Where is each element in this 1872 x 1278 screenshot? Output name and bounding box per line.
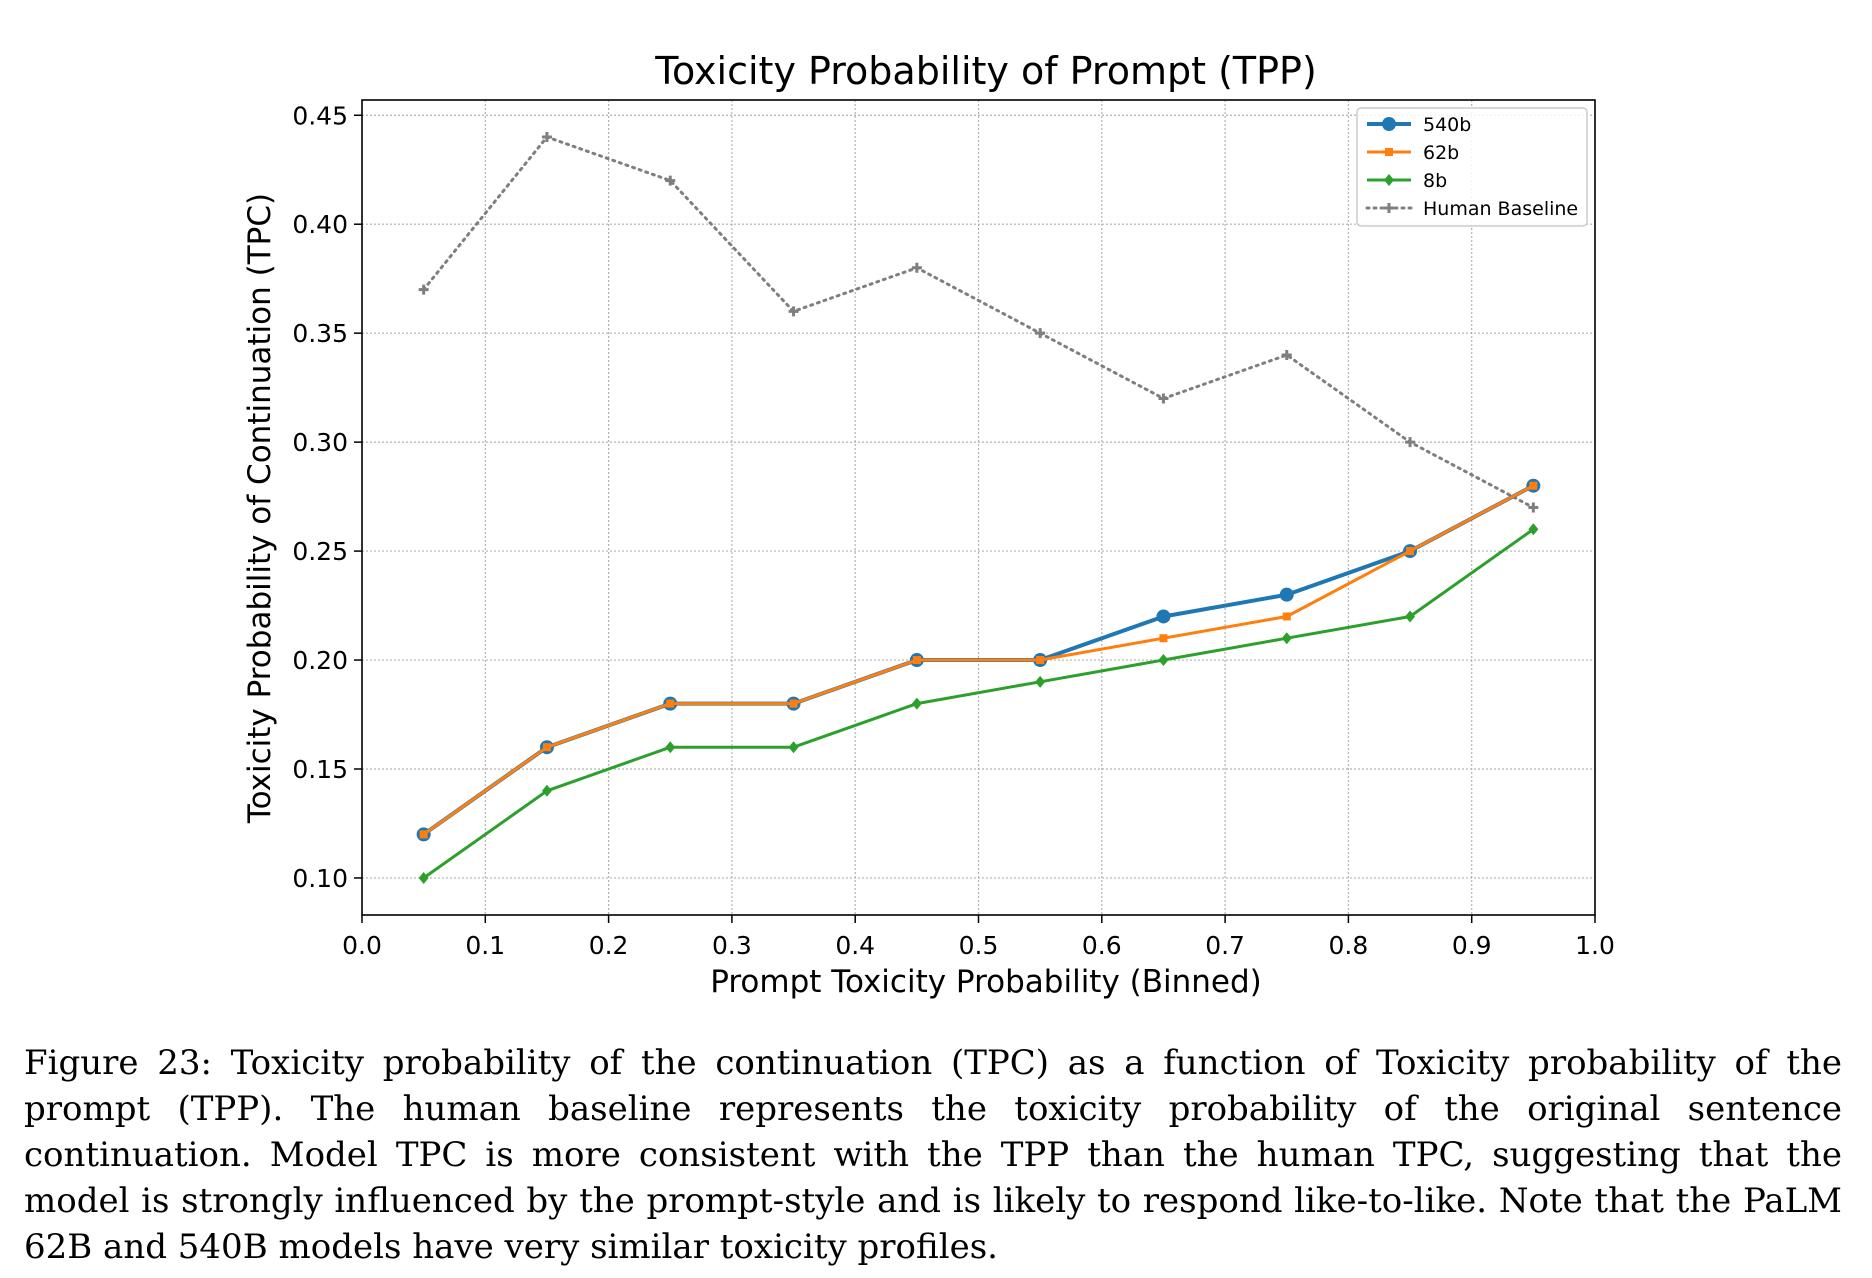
y-tick-label: 0.35	[292, 319, 348, 348]
legend-label-540b: 540b	[1423, 114, 1471, 136]
legend-label-8b: 8b	[1423, 170, 1447, 192]
data-point-540b	[1279, 587, 1294, 602]
data-point-8b	[1405, 610, 1416, 623]
x-axis-label: Prompt Toxicity Probability (Binned)	[710, 964, 1262, 1000]
data-point-human-baseline	[665, 175, 676, 186]
toxicity-chart: Toxicity Probability of Prompt (TPP) 0.0…	[242, 49, 1615, 1000]
series-line-human-baseline	[422, 135, 1535, 509]
data-point-human-baseline	[1405, 437, 1416, 448]
data-point-62b	[1159, 634, 1168, 643]
data-point-8b	[911, 697, 922, 710]
y-tick-label: 0.20	[292, 646, 348, 675]
x-axis-ticks: 0.0 0.1 0.2 0.3 0.4 0.5 0.6 0.7 0.8 0.9 1.0	[342, 915, 1615, 960]
x-tick-label: 0.0	[342, 931, 382, 960]
data-point-human-baseline	[1158, 393, 1169, 404]
data-point-human-baseline	[1281, 349, 1292, 360]
y-axis-ticks: 0.10 0.15 0.20 0.25 0.30 0.35 0.40 0.45	[292, 101, 362, 893]
x-tick-label: 0.6	[1082, 931, 1122, 960]
data-point-62b	[912, 656, 921, 665]
y-tick-label: 0.40	[292, 210, 348, 239]
data-point-human-baseline	[418, 284, 429, 295]
data-point-human-baseline	[1035, 328, 1046, 339]
y-tick-label: 0.30	[292, 428, 348, 457]
data-point-62b	[1036, 656, 1045, 665]
data-point-62b	[1529, 481, 1538, 490]
legend-label-62b: 62b	[1423, 142, 1459, 164]
data-point-62b	[419, 830, 428, 839]
grid-lines	[361, 100, 1596, 915]
data-point-62b	[542, 743, 551, 752]
series-8b	[418, 523, 1539, 884]
series-line-62b	[422, 484, 1535, 836]
data-point-62b	[1282, 612, 1291, 621]
x-tick-label: 0.2	[589, 931, 629, 960]
series-human-baseline	[418, 132, 1539, 513]
data-point-8b	[541, 784, 552, 797]
legend-box	[1356, 107, 1588, 227]
legend-marker-human-baseline	[1384, 203, 1394, 213]
legend-marker-540b	[1382, 117, 1396, 131]
x-tick-label: 0.9	[1452, 931, 1492, 960]
data-point-human-baseline	[1528, 502, 1539, 513]
x-tick-label: 0.8	[1329, 931, 1369, 960]
figure-caption: Figure 23: Toxicity probability of the c…	[24, 1043, 1842, 1267]
y-tick-label: 0.15	[292, 755, 348, 784]
legend-marker-8b	[1384, 174, 1394, 186]
data-point-8b	[1528, 523, 1539, 536]
data-point-human-baseline	[541, 132, 552, 143]
x-tick-label: 0.1	[465, 931, 505, 960]
data-point-8b	[418, 871, 429, 884]
data-point-8b	[1281, 632, 1292, 645]
data-point-62b	[666, 699, 675, 708]
legend-marker-62b	[1385, 148, 1393, 156]
x-tick-label: 0.3	[712, 931, 752, 960]
data-point-540b	[1156, 609, 1171, 624]
data-point-8b	[1158, 654, 1169, 667]
x-tick-label: 1.0	[1575, 931, 1615, 960]
legend-label-human-baseline: Human Baseline	[1423, 198, 1578, 220]
chart-title: Toxicity Probability of Prompt (TPP)	[654, 49, 1317, 93]
data-point-human-baseline	[788, 306, 799, 317]
y-tick-label: 0.10	[292, 864, 348, 893]
y-axis-label: Toxicity Probability of Continuation (TP…	[242, 193, 278, 824]
series-layer	[416, 132, 1541, 884]
x-tick-label: 0.7	[1205, 931, 1245, 960]
y-tick-label: 0.25	[292, 537, 348, 566]
data-point-8b	[788, 741, 799, 754]
data-point-62b	[1406, 547, 1415, 556]
data-point-62b	[789, 699, 798, 708]
legend: 540b 62b 8b Human Baseline	[1356, 107, 1588, 227]
series-62b	[419, 481, 1538, 839]
data-point-human-baseline	[911, 262, 922, 273]
data-point-8b	[1035, 675, 1046, 688]
series-line-8b	[422, 528, 1535, 880]
y-tick-label: 0.45	[292, 101, 348, 130]
data-point-8b	[665, 741, 676, 754]
x-tick-label: 0.4	[835, 931, 875, 960]
x-tick-label: 0.5	[959, 931, 999, 960]
